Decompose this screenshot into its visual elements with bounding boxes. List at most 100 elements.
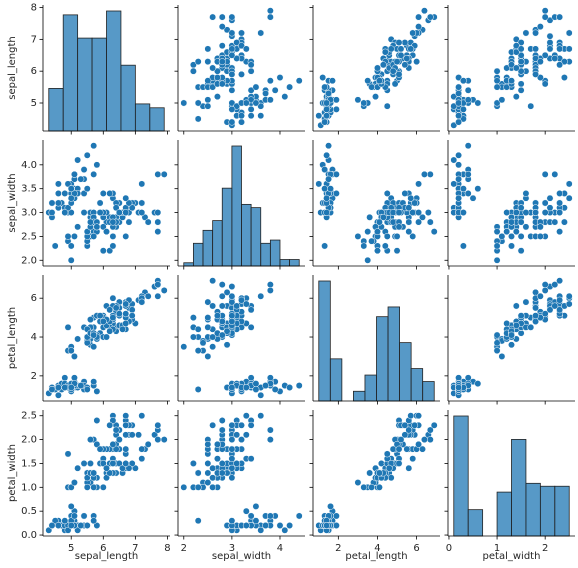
- scatter-point: [455, 384, 463, 391]
- scatter-point: [368, 237, 376, 245]
- scatter-point: [503, 64, 511, 72]
- histogram-bar: [525, 482, 541, 537]
- scatter-point: [67, 256, 75, 264]
- scatter-point: [508, 218, 515, 226]
- scatter-point: [551, 55, 559, 62]
- scatter-point: [281, 526, 289, 534]
- scatter-point: [266, 512, 274, 520]
- scatter-point: [144, 440, 152, 448]
- scatter-point: [395, 223, 403, 231]
- y-axis-label: sepal_length: [7, 36, 18, 100]
- scatter-point: [532, 70, 540, 78]
- scatter-point: [493, 339, 501, 347]
- histogram-bar: [260, 242, 271, 267]
- scatter-point: [517, 204, 525, 212]
- x-tick-label: 6: [413, 543, 419, 554]
- scatter-point: [228, 436, 236, 444]
- scatter-point: [565, 194, 573, 202]
- scatter-point: [498, 96, 506, 104]
- scatter-point: [228, 312, 236, 320]
- scatter-point: [551, 170, 559, 178]
- scatter-point: [556, 296, 564, 304]
- y-tick-label: 0.0: [21, 530, 37, 541]
- scatter-point: [512, 209, 520, 216]
- scatter-point: [122, 194, 130, 202]
- scatter-point: [247, 96, 255, 104]
- scatter-point: [228, 445, 236, 453]
- scatter-point: [218, 13, 226, 21]
- scatter-point: [474, 185, 482, 193]
- scatter-point: [61, 384, 69, 391]
- scatter-point: [77, 522, 85, 529]
- scatter-point: [393, 232, 401, 240]
- scatter-point: [257, 412, 265, 420]
- scatter-point: [48, 209, 56, 216]
- scatter-point: [247, 306, 255, 314]
- y-tick-label: 2.0: [21, 435, 37, 446]
- scatter-point: [54, 190, 62, 197]
- scatter-point: [546, 194, 554, 202]
- scatter-point: [87, 436, 94, 444]
- scatter-point: [64, 232, 72, 240]
- scatter-point: [329, 77, 336, 85]
- histogram-bar: [422, 381, 435, 402]
- scatter-point: [238, 112, 245, 120]
- scatter-point: [541, 170, 549, 178]
- scatter-point: [420, 436, 428, 444]
- scatter-point: [128, 431, 136, 439]
- y-tick-label: 3.0: [21, 208, 37, 219]
- scatter-point: [315, 112, 323, 120]
- scatter-point: [565, 29, 573, 37]
- scatter-point: [415, 218, 423, 226]
- scatter-point: [415, 412, 423, 420]
- scatter-point: [560, 58, 568, 66]
- scatter-point: [551, 302, 559, 310]
- scatter-point: [238, 421, 245, 429]
- scatter-point: [70, 479, 78, 486]
- scatter-point: [209, 64, 217, 72]
- scatter-point: [532, 304, 540, 312]
- scatter-point: [493, 99, 501, 107]
- scatter-point: [247, 67, 255, 75]
- scatter-point: [321, 242, 329, 250]
- scatter-point: [385, 464, 393, 472]
- scatter-point: [204, 323, 212, 331]
- scatter-point: [424, 209, 432, 216]
- scatter-point: [508, 242, 515, 250]
- x-tick-label: 1: [494, 543, 500, 554]
- scatter-point: [228, 29, 236, 37]
- y-tick-label: 2.5: [21, 231, 37, 242]
- scatter-point: [209, 483, 217, 491]
- scatter-point: [498, 352, 506, 360]
- scatter-point: [381, 48, 389, 56]
- scatter-point: [67, 194, 75, 202]
- scatter-point: [103, 333, 110, 341]
- scatter-point: [295, 512, 303, 520]
- scatter-point: [455, 161, 463, 169]
- x-tick-label: 0: [446, 543, 452, 554]
- scatter-point: [450, 93, 458, 101]
- scatter-point: [109, 232, 117, 240]
- scatter-point: [321, 118, 329, 126]
- y-axis-label: petal_width: [7, 444, 18, 502]
- scatter-point: [242, 384, 250, 391]
- scatter-point: [459, 115, 467, 123]
- scatter-point: [395, 209, 403, 216]
- scatter-point: [238, 70, 245, 78]
- scatter-point: [252, 385, 260, 393]
- scatter-point: [286, 384, 294, 391]
- scatter-point: [99, 318, 107, 325]
- histogram-bar: [241, 203, 252, 267]
- y-tick-label: 3.5: [21, 184, 37, 195]
- y-axis-label: petal_length: [7, 307, 18, 369]
- scatter-point: [415, 13, 423, 21]
- scatter-point: [90, 232, 98, 240]
- histogram-bar: [318, 280, 331, 402]
- scatter-point: [323, 112, 331, 120]
- x-tick-label: 6: [100, 543, 106, 554]
- scatter-point: [96, 209, 104, 216]
- y-tick-label: 2: [31, 371, 37, 382]
- scatter-point: [115, 209, 123, 216]
- scatter-point: [90, 378, 98, 386]
- scatter-point: [409, 455, 417, 463]
